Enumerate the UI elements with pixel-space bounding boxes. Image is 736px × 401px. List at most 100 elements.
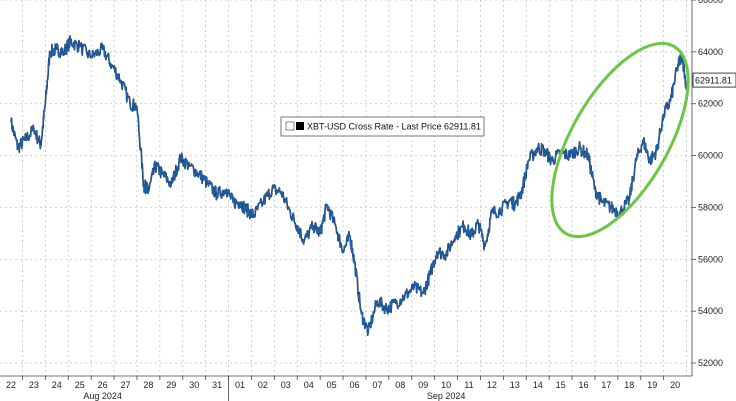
x-tick-label: 08 [395,380,405,390]
last-price-label: 62911.81 [695,76,732,86]
data-point [628,199,630,201]
data-point [319,232,321,234]
data-point [239,201,241,203]
data-point [587,154,589,157]
data-point [395,302,397,304]
data-point [569,154,571,157]
data-point [40,144,42,146]
data-point [527,160,530,162]
y-tick-label: 66000 [698,0,723,5]
data-point [635,160,637,162]
x-tick-label: 11 [464,380,473,390]
data-point [454,235,456,237]
data-point [470,235,472,237]
data-point [303,240,305,242]
x-tick-label: 10 [441,380,451,390]
x-tick-label: 04 [304,380,314,390]
data-point [312,225,314,227]
data-point [10,121,12,123]
data-point [445,253,447,255]
data-point [24,139,26,141]
data-point [342,250,344,253]
x-month-label: Sep 2024 [427,391,466,401]
data-point [669,100,672,102]
data-point [543,149,546,151]
x-tick-label: 23 [29,380,39,390]
data-point [578,147,580,149]
x-tick-label: 15 [556,380,566,390]
data-point [129,103,131,105]
data-point [509,199,511,201]
x-tick-label: 31 [212,380,222,390]
series-line-xbt-usd [10,35,688,336]
x-tick-label: 18 [624,380,634,390]
x-tick-label: 30 [189,380,199,390]
data-point [63,51,65,53]
data-point [145,186,147,188]
data-point [253,214,255,216]
data-point [642,139,644,141]
series-layer [10,35,688,336]
x-tick-label: 07 [372,380,382,390]
data-point [676,66,678,69]
data-point [429,274,431,276]
data-point [120,79,122,81]
data-point [17,147,19,149]
data-point [656,149,658,151]
x-tick-label: 29 [166,380,176,390]
x-tick-label: 09 [418,380,428,390]
legend-swatch-icon [296,122,304,130]
x-tick-label: 16 [578,380,588,390]
highlight-ellipse [550,41,690,239]
data-point [353,261,356,263]
data-point [111,64,113,66]
annotation-layer [550,41,690,239]
x-tick-label: 02 [258,380,268,390]
data-point [79,46,81,48]
data-point [436,250,438,253]
data-point [601,201,603,203]
y-tick-label: 60000 [698,151,723,161]
x-tick-label: 06 [349,380,359,390]
legend-box [280,116,485,137]
x-tick-label: 14 [533,380,543,390]
data-point [207,183,209,185]
x-tick-label: 01 [235,380,245,390]
data-point [619,212,621,214]
data-point [216,193,218,196]
data-point [232,201,234,203]
legend-checkbox-icon[interactable] [285,121,295,131]
data-point [413,287,415,289]
data-point [90,56,92,58]
last-price-tag [692,72,736,88]
data-point [335,227,337,229]
data-point [246,209,248,211]
x-tick-label: 27 [120,380,130,390]
x-tick-label: 24 [52,380,62,390]
data-point [143,186,145,188]
y-tick-label: 52000 [698,358,723,368]
legend: XBT-USD Cross Rate - Last Price 62911.81 [280,116,485,137]
data-point [376,300,378,302]
legend-label: XBT-USD Cross Rate - Last Price 62911.81 [307,122,481,132]
data-point [198,173,200,175]
data-point [189,165,191,167]
y-tick-label: 54000 [698,306,723,316]
data-point [69,40,72,43]
data-point [170,183,172,185]
data-point [280,191,282,193]
data-point [349,235,351,237]
data-point [484,245,486,247]
x-tick-label: 13 [510,380,520,390]
data-point [663,113,665,115]
data-point [179,157,182,159]
data-point [404,295,406,297]
data-point [491,212,493,214]
data-point [33,129,35,131]
data-point [500,209,502,211]
y-tick-label: 58000 [698,202,723,212]
x-tick-label: 25 [75,380,85,390]
